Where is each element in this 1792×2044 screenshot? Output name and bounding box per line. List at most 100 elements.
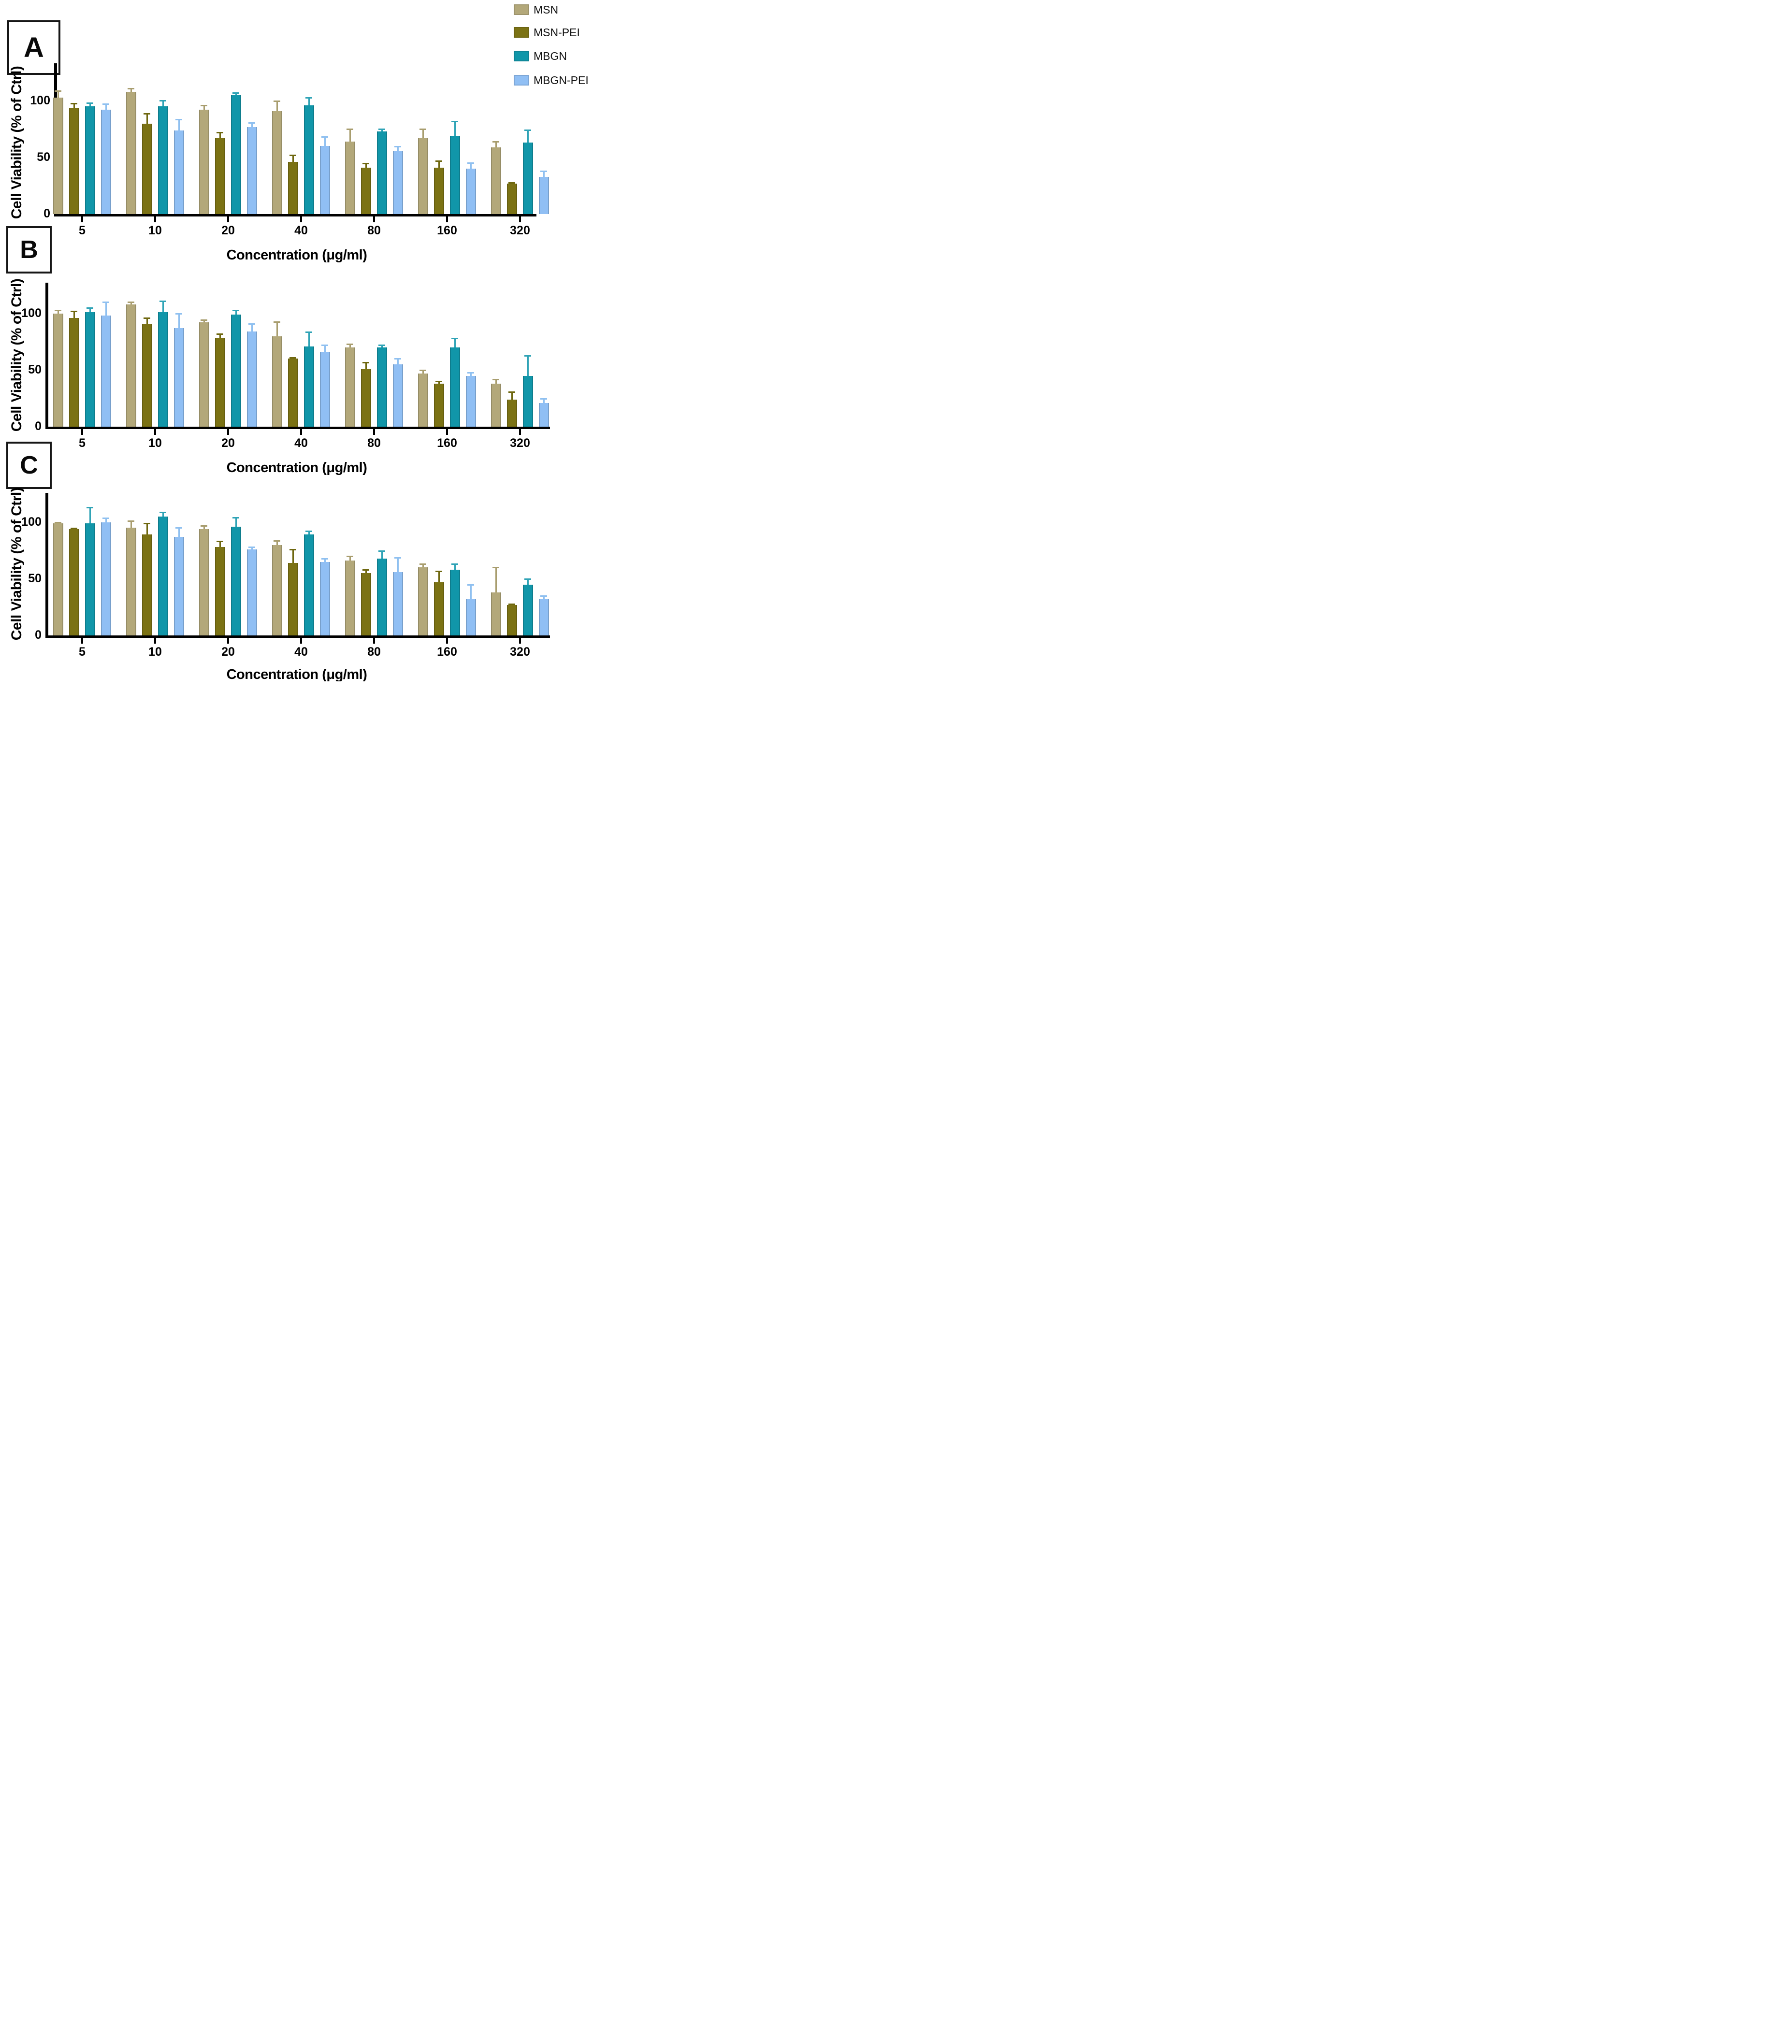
error-bar-cap [55, 522, 61, 523]
bar [126, 304, 136, 427]
error-bar-cap [201, 319, 207, 321]
x-tick-mark [446, 216, 448, 222]
x-tick-label: 320 [510, 645, 530, 659]
bar [215, 338, 225, 427]
error-bar-cap [492, 379, 499, 380]
error-bar-cap [435, 381, 442, 382]
bar [434, 582, 444, 635]
x-tick-mark [81, 429, 83, 435]
bar [53, 98, 63, 214]
legend-item-msn-pei: MSN-PEI [514, 27, 580, 38]
bar [361, 573, 371, 635]
error-bar-stem [324, 345, 326, 352]
error-bar-stem [495, 142, 497, 147]
bar [142, 534, 152, 635]
x-tick-mark [373, 216, 375, 222]
bar [231, 527, 241, 635]
bar [174, 130, 184, 214]
error-bar-stem [422, 564, 424, 567]
error-bar-cap [144, 317, 150, 319]
error-bar-stem [203, 320, 205, 322]
error-bar-cap [321, 345, 328, 346]
error-bar-stem [89, 507, 91, 523]
bar [231, 315, 241, 427]
panel-a: A Cell Viability (% of Ctrl) Concentrati… [0, 0, 597, 263]
bar [507, 400, 517, 427]
x-tick-label: 10 [148, 436, 162, 450]
error-bar-stem [89, 308, 91, 312]
error-bar-cap [451, 338, 458, 339]
error-bar-stem [495, 379, 497, 384]
error-bar-stem [58, 310, 59, 314]
bar [304, 105, 314, 214]
x-tick-label: 40 [294, 224, 308, 237]
error-bar-cap [305, 97, 312, 99]
x-tick-label: 10 [148, 645, 162, 659]
error-bar-cap [419, 370, 426, 371]
error-bar-stem [251, 324, 253, 331]
x-tick-mark [300, 638, 302, 644]
bar [345, 561, 355, 635]
error-bar-stem [422, 129, 424, 138]
x-tick-label: 160 [437, 645, 457, 659]
bar [85, 312, 95, 427]
bar [345, 142, 355, 214]
bar [466, 169, 476, 214]
x-axis-line [45, 635, 550, 638]
panel-label-box-a: A [7, 20, 60, 75]
error-bar-cap [87, 102, 93, 104]
error-bar-stem [470, 373, 472, 376]
bar [69, 318, 79, 427]
bar [466, 376, 476, 427]
x-tick-label: 20 [221, 645, 235, 659]
panel-letter-b: B [20, 236, 38, 264]
error-bar-cap [201, 105, 207, 106]
error-bar-cap [201, 525, 207, 527]
bar [434, 168, 444, 214]
error-bar-stem [73, 103, 75, 108]
bar [320, 562, 330, 635]
error-bar-cap [102, 518, 109, 519]
error-bar-cap [289, 357, 296, 359]
bar [158, 517, 168, 635]
error-bar-cap [467, 162, 474, 164]
error-bar-cap [144, 113, 150, 115]
error-bar-stem [470, 585, 472, 599]
error-bar-stem [308, 332, 310, 346]
bar [320, 352, 330, 427]
x-tick-label: 160 [437, 436, 457, 450]
y-tick-label: 50 [28, 571, 42, 585]
x-axis-title: Concentration (μg/ml) [226, 460, 367, 475]
x-tick-mark [154, 216, 156, 222]
error-bar-stem [454, 121, 456, 136]
x-tick-mark [446, 429, 448, 435]
error-bar-stem [422, 370, 424, 374]
error-bar-cap [419, 129, 426, 130]
error-bar-stem [203, 105, 205, 110]
x-tick-mark [446, 638, 448, 644]
bar [539, 403, 549, 427]
bar [450, 570, 460, 635]
legend-swatch-mbgn-pei [514, 75, 529, 86]
bar [101, 522, 111, 635]
error-bar-cap [128, 88, 134, 89]
error-bar-stem [276, 322, 278, 336]
legend-item-mbgn: MBGN [514, 50, 567, 61]
x-tick-mark [81, 638, 83, 644]
legend-swatch-mbgn [514, 51, 529, 61]
x-tick-label: 80 [367, 645, 381, 659]
error-bar-cap [508, 182, 515, 184]
x-tick-mark [154, 638, 156, 644]
error-bar-cap [524, 578, 531, 580]
error-bar-cap [435, 571, 442, 572]
error-bar-cap [232, 517, 239, 518]
error-bar-cap [159, 100, 166, 101]
x-tick-label: 5 [79, 436, 86, 450]
legend-item-mbgn-pei: MBGN-PEI [514, 74, 589, 86]
error-bar-cap [159, 301, 166, 302]
legend-item-msn: MSN [514, 4, 558, 15]
error-bar-stem [349, 129, 351, 142]
error-bar-stem [308, 98, 310, 105]
x-tick-mark [81, 216, 83, 222]
error-bar-stem [365, 163, 367, 168]
